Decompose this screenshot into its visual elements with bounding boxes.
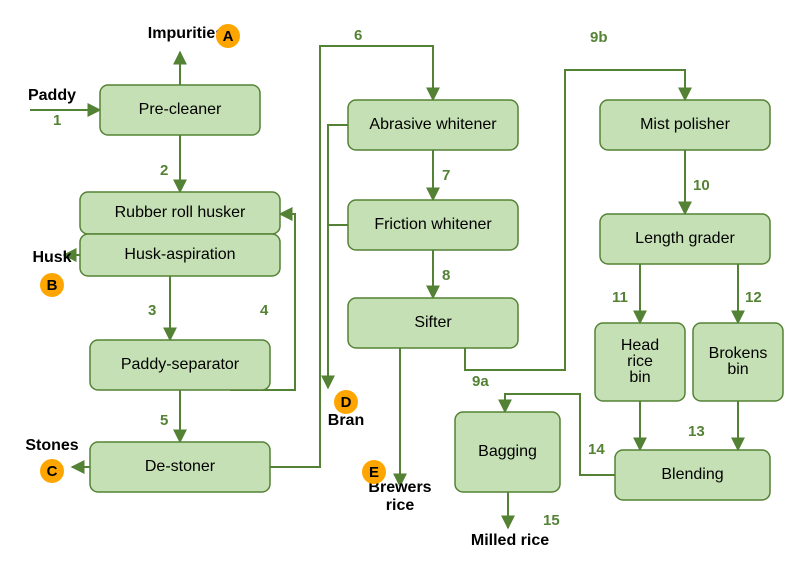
edge-num-9a: 9a (472, 373, 489, 390)
edge-num-3: 3 (148, 302, 156, 319)
edge-num-11: 11 (612, 289, 628, 306)
external-stones: Stones (25, 437, 78, 454)
edge-num-1: 1 (53, 112, 61, 129)
external-husk: Husk (32, 249, 71, 266)
edge-num-2: 2 (160, 162, 168, 179)
node-label-aspiration: Husk-aspiration (124, 246, 235, 263)
node-label-mist: Mist polisher (640, 116, 730, 133)
edge-num-12: 12 (745, 289, 762, 306)
edge-num-10: 10 (693, 177, 710, 194)
badge-label-B: B (47, 277, 58, 294)
external-impurities: Impurities (148, 25, 225, 42)
node-label-headrice: bin (629, 369, 650, 386)
edge-num-14: 14 (588, 441, 605, 458)
node-label-blending: Blending (661, 466, 723, 483)
badge-label-E: E (369, 464, 379, 481)
badge-label-C: C (47, 463, 58, 480)
node-label-friction: Friction whitener (374, 216, 492, 233)
edge-eDa (328, 125, 348, 388)
edge-num-13: 13 (688, 423, 705, 440)
node-label-brokens: bin (727, 361, 748, 378)
edge-num-9b: 9b (590, 29, 608, 46)
node-label-precleaner: Pre-cleaner (139, 101, 222, 118)
badge-label-D: D (341, 394, 352, 411)
edge-num-5: 5 (160, 412, 168, 429)
external-brewers: rice (386, 497, 415, 514)
edge-num-7: 7 (442, 167, 450, 184)
node-label-separator: Paddy-separator (121, 356, 240, 373)
edge-num-6: 6 (354, 27, 362, 44)
external-milled: Milled rice (471, 532, 549, 549)
node-label-headrice: rice (627, 353, 653, 370)
node-label-sifter: Sifter (414, 314, 452, 331)
node-label-husker: Rubber roll husker (115, 204, 246, 221)
node-label-bagging: Bagging (478, 443, 537, 460)
external-paddy: Paddy (28, 87, 76, 104)
edge-num-8: 8 (442, 267, 450, 284)
node-label-grader: Length grader (635, 230, 735, 247)
node-label-destoner: De-stoner (145, 458, 216, 475)
edge-num-15: 15 (543, 512, 560, 529)
node-label-abrasive: Abrasive whitener (369, 116, 497, 133)
edge-num-4: 4 (260, 302, 269, 319)
external-bran: Bran (328, 412, 364, 429)
node-label-brokens: Brokens (709, 345, 768, 362)
badge-label-A: A (223, 28, 234, 45)
node-label-headrice: Head (621, 337, 659, 354)
